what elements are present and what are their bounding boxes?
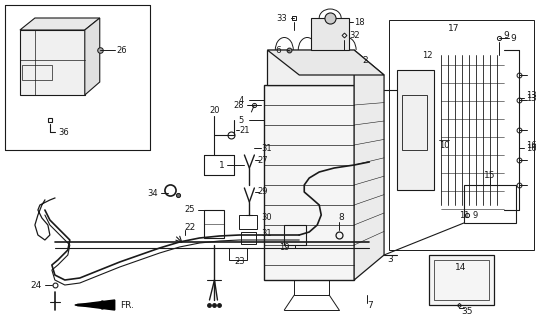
Bar bbox=[429, 255, 494, 305]
Text: 13: 13 bbox=[526, 91, 536, 100]
Text: 26: 26 bbox=[117, 45, 127, 54]
Polygon shape bbox=[20, 18, 100, 30]
Text: 23: 23 bbox=[234, 258, 245, 267]
Bar bbox=[464, 185, 516, 223]
Text: 1: 1 bbox=[219, 161, 224, 170]
Text: 14: 14 bbox=[455, 263, 467, 273]
Bar bbox=[402, 95, 427, 150]
Text: 21: 21 bbox=[239, 125, 250, 134]
Text: 10: 10 bbox=[439, 140, 450, 149]
Text: 33: 33 bbox=[277, 13, 287, 22]
Text: 15: 15 bbox=[484, 171, 495, 180]
Text: 17: 17 bbox=[448, 23, 460, 33]
Bar bbox=[239, 215, 257, 229]
Text: FR.: FR. bbox=[120, 300, 134, 309]
Text: 36: 36 bbox=[58, 127, 68, 137]
Bar bbox=[230, 248, 247, 260]
Text: 29: 29 bbox=[257, 188, 268, 196]
Text: 18: 18 bbox=[354, 18, 365, 27]
Text: 28: 28 bbox=[234, 100, 244, 109]
Text: 22: 22 bbox=[184, 223, 196, 233]
Bar bbox=[241, 232, 257, 244]
Text: 5: 5 bbox=[238, 116, 244, 124]
Bar bbox=[389, 20, 534, 250]
Text: 34: 34 bbox=[147, 188, 157, 197]
Text: 6: 6 bbox=[275, 45, 281, 54]
Bar bbox=[434, 260, 489, 300]
Text: 16: 16 bbox=[526, 143, 536, 153]
Text: 27: 27 bbox=[257, 156, 268, 164]
Polygon shape bbox=[354, 50, 384, 280]
Polygon shape bbox=[85, 18, 100, 95]
Bar bbox=[22, 65, 52, 80]
Text: 25: 25 bbox=[184, 205, 195, 214]
Bar bbox=[284, 225, 306, 245]
Text: 11: 11 bbox=[459, 211, 469, 220]
Text: 19: 19 bbox=[279, 244, 289, 252]
Text: 30: 30 bbox=[261, 213, 272, 222]
Polygon shape bbox=[20, 30, 85, 95]
Bar bbox=[204, 210, 224, 238]
Text: 9: 9 bbox=[504, 30, 509, 39]
Text: 12: 12 bbox=[421, 51, 432, 60]
Text: 4: 4 bbox=[238, 95, 244, 105]
Text: 31: 31 bbox=[261, 228, 272, 237]
Text: 24: 24 bbox=[31, 281, 42, 290]
Text: 9: 9 bbox=[511, 34, 516, 43]
Text: 9: 9 bbox=[473, 211, 478, 220]
Polygon shape bbox=[311, 18, 349, 50]
Text: 20: 20 bbox=[209, 106, 220, 115]
Polygon shape bbox=[75, 300, 115, 310]
Text: 2: 2 bbox=[362, 55, 368, 65]
Text: 16: 16 bbox=[526, 140, 536, 149]
Polygon shape bbox=[397, 70, 434, 190]
Text: 32: 32 bbox=[349, 30, 360, 39]
Text: 13: 13 bbox=[526, 93, 536, 102]
Polygon shape bbox=[267, 50, 384, 75]
Polygon shape bbox=[267, 50, 354, 85]
Text: 7: 7 bbox=[367, 300, 373, 309]
Text: 31: 31 bbox=[261, 143, 272, 153]
Text: 35: 35 bbox=[461, 308, 472, 316]
Text: 3: 3 bbox=[387, 255, 393, 265]
Polygon shape bbox=[264, 85, 354, 280]
Text: 8: 8 bbox=[338, 213, 344, 222]
